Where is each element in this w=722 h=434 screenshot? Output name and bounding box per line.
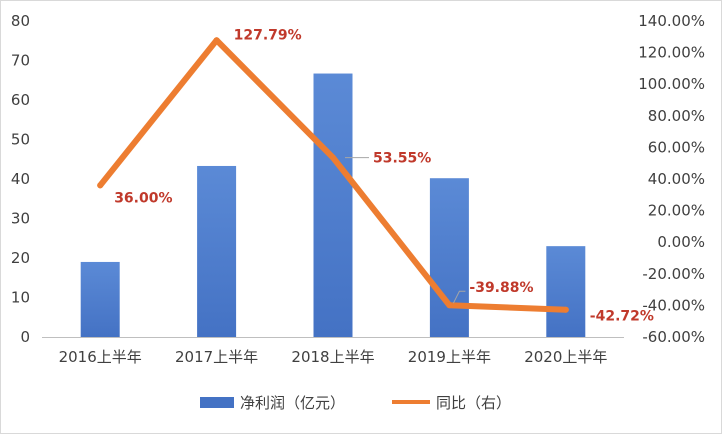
legend-swatch-bar [200, 397, 234, 408]
right-tick-label: 80.00% [648, 107, 705, 125]
right-tick-label: 100.00% [638, 75, 705, 93]
left-tick-label: 70 [11, 52, 30, 70]
right-tick-label: 0.00% [657, 233, 705, 251]
left-axis-ticks: 0 10 20 30 40 50 60 70 80 [11, 12, 30, 346]
line-point [446, 302, 453, 309]
label-leader-line [452, 290, 466, 304]
bar [429, 178, 469, 337]
left-tick-label: 40 [11, 170, 30, 188]
right-tick-label: 60.00% [648, 138, 705, 156]
left-tick-label: 0 [20, 328, 30, 346]
right-tick-label: 40.00% [648, 170, 705, 188]
data-labels: 36.00% 127.79% 53.55% -39.88% -42.72% [114, 27, 654, 324]
legend: 净利润（亿元） 同比（右） [200, 394, 511, 412]
right-tick-label: 140.00% [638, 12, 705, 30]
left-tick-label: 50 [11, 131, 30, 149]
bar [197, 165, 237, 337]
x-tick-label: 2020上半年 [524, 348, 607, 366]
line-data-label: -42.72% [590, 309, 654, 325]
left-tick-label: 10 [11, 289, 30, 307]
line-data-label: 53.55% [373, 151, 431, 167]
x-tick-label: 2018上半年 [291, 348, 374, 366]
x-axis-ticks: 2016上半年 2017上半年 2018上半年 2019上半年 2020上半年 [59, 348, 608, 366]
line-data-label: 36.00% [114, 190, 172, 206]
bar-series [80, 73, 586, 337]
line-point [213, 37, 220, 44]
legend-label-line: 同比（右） [436, 394, 511, 412]
right-axis-ticks: -60.00% -40.00% -20.00% 0.00% 20.00% 40.00% 60… [638, 12, 705, 346]
right-tick-label: -40.00% [642, 296, 705, 314]
x-tick-label: 2019上半年 [408, 348, 491, 366]
line-series [97, 37, 569, 313]
line-data-label: -39.88% [469, 280, 533, 296]
left-tick-label: 60 [11, 91, 30, 109]
x-tick-label: 2016上半年 [59, 348, 142, 366]
line-point [97, 182, 104, 189]
line-point [562, 306, 569, 313]
right-tick-label: -20.00% [642, 265, 705, 283]
right-tick-label: -60.00% [642, 328, 705, 346]
right-tick-label: 20.00% [648, 202, 705, 220]
right-tick-label: 120.00% [638, 44, 705, 62]
left-tick-label: 20 [11, 249, 30, 267]
left-tick-label: 80 [11, 12, 30, 30]
line-data-label: 127.79% [234, 27, 302, 43]
line-point [330, 154, 336, 161]
left-tick-label: 30 [11, 210, 30, 228]
legend-label-bar: 净利润（亿元） [240, 394, 345, 412]
bar [80, 261, 120, 337]
x-tick-label: 2017上半年 [175, 348, 258, 366]
bar [546, 246, 586, 337]
bar [313, 73, 353, 337]
